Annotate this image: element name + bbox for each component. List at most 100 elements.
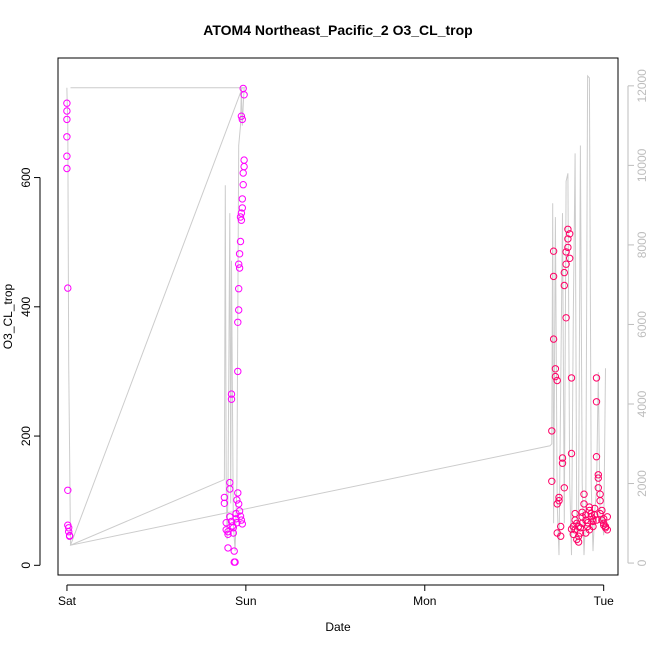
right-tick-label: 4000 <box>635 390 649 417</box>
data-point <box>236 237 245 246</box>
data-point <box>592 374 601 382</box>
data-point <box>592 398 601 406</box>
data-point <box>234 367 242 376</box>
point-layer <box>63 84 611 566</box>
data-point <box>239 169 247 177</box>
x-tick-label: Sat <box>58 594 77 608</box>
left-tick-label: 400 <box>19 296 33 316</box>
data-point <box>235 260 243 268</box>
data-point <box>601 524 610 532</box>
data-point <box>576 529 585 537</box>
data-point <box>567 449 576 458</box>
x-tick-label: Mon <box>413 594 436 608</box>
data-point <box>594 471 602 479</box>
data-point <box>234 489 242 497</box>
data-point <box>227 395 236 403</box>
data-point <box>63 164 71 173</box>
x-tick-label: Tue <box>594 594 615 608</box>
data-point <box>63 133 71 141</box>
data-point <box>551 365 560 373</box>
data-point <box>231 558 239 566</box>
data-point <box>63 99 71 107</box>
data-point <box>571 509 579 518</box>
right-tick-label: 8000 <box>635 231 649 258</box>
data-point <box>592 516 601 524</box>
data-point <box>229 524 238 532</box>
data-point <box>555 493 563 502</box>
data-point <box>580 490 588 498</box>
data-point <box>591 511 599 519</box>
data-point <box>227 390 236 398</box>
chart-title: ATOM4 Northeast_Pacific_2 O3_CL_trop <box>203 22 472 38</box>
data-point <box>566 254 574 262</box>
x-tick-label: Sun <box>235 594 256 608</box>
data-point <box>589 522 597 531</box>
x-axis: Sat Sun Mon Tue <box>58 584 615 608</box>
right-tick-label: 6000 <box>635 311 649 338</box>
data-point <box>63 107 71 115</box>
data-point <box>222 519 230 527</box>
data-point <box>224 544 232 552</box>
data-point <box>548 427 556 435</box>
data-point <box>603 526 611 534</box>
data-point <box>589 515 597 523</box>
right-tick-label: 10000 <box>635 148 649 182</box>
data-point <box>596 497 604 505</box>
data-point <box>549 272 558 281</box>
data-point <box>238 204 247 212</box>
data-point <box>239 181 247 189</box>
data-point <box>587 509 595 518</box>
data-point <box>237 112 246 120</box>
data-point <box>555 497 563 505</box>
y-axis-label: O3_CL_trop <box>1 283 15 349</box>
data-point <box>560 268 568 277</box>
data-point <box>567 374 576 382</box>
data-point <box>551 372 560 381</box>
x-axis-label: Date <box>325 620 351 634</box>
data-point <box>65 532 74 540</box>
data-point <box>562 260 570 268</box>
right-tick-label: 0 <box>635 559 649 566</box>
data-point <box>65 524 73 532</box>
data-point <box>562 314 570 322</box>
data-point <box>553 376 561 385</box>
data-point <box>594 474 602 482</box>
data-point <box>63 115 71 124</box>
data-point <box>237 209 246 217</box>
data-point <box>229 529 238 537</box>
data-point <box>564 235 572 243</box>
data-point <box>238 520 247 528</box>
data-point <box>240 91 248 99</box>
data-point <box>589 517 597 526</box>
data-point <box>564 243 572 252</box>
data-point <box>560 281 568 290</box>
data-point <box>585 503 594 511</box>
data-point <box>230 547 238 555</box>
data-point <box>564 225 572 234</box>
data-point <box>600 515 608 523</box>
line-layer <box>66 74 606 556</box>
data-point <box>548 477 556 485</box>
data-point <box>549 335 558 343</box>
right-tick-label: 2000 <box>635 470 649 497</box>
data-point <box>240 156 248 164</box>
data-point <box>237 516 246 524</box>
data-point <box>233 496 241 504</box>
data-point <box>220 499 229 507</box>
data-point <box>226 485 234 493</box>
data-point <box>558 454 567 462</box>
data-point <box>557 532 565 540</box>
data-point <box>587 513 595 521</box>
data-point <box>596 509 604 518</box>
data-point <box>574 538 583 546</box>
left-tick-label: 600 <box>19 167 33 187</box>
data-point <box>235 285 243 293</box>
data-point <box>592 453 601 461</box>
left-tick-label: 200 <box>19 426 33 446</box>
data-point <box>560 484 568 492</box>
data-point <box>580 500 588 508</box>
data-point <box>240 162 248 171</box>
plot-frame <box>57 57 619 576</box>
data-point <box>558 459 567 467</box>
